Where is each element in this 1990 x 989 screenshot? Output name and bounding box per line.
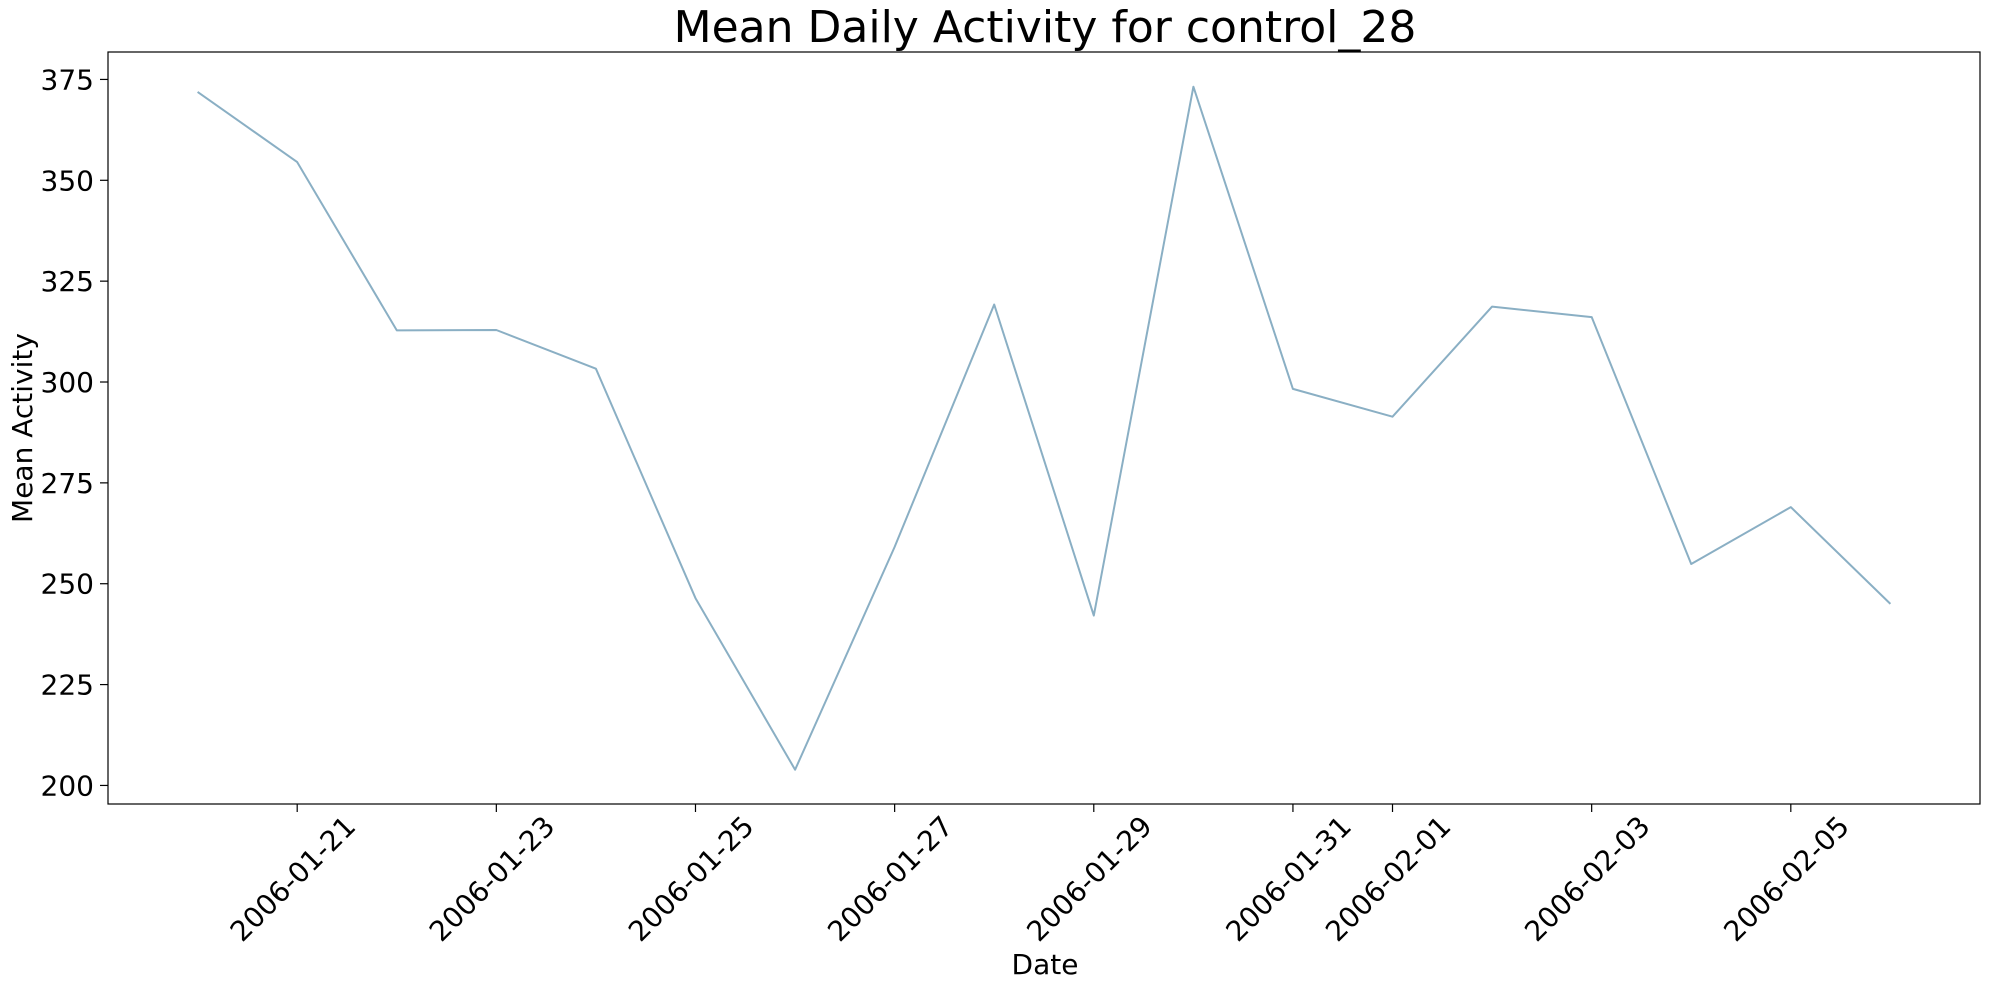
plot-area: 200 225 250 275 300 325 350 375 2006-01-21 2006-0… [41, 63, 1892, 948]
x-tick-label: 2006-01-21 [224, 810, 362, 948]
y-tick-label: 375 [41, 63, 94, 96]
plot-frame [107, 51, 1981, 805]
x-tick-label: 2006-02-03 [1518, 810, 1656, 948]
x-tick-label: 2006-01-25 [622, 810, 760, 948]
y-tick-label: 225 [41, 669, 94, 702]
x-tick-label: 2006-01-27 [821, 810, 959, 948]
x-axis-label: Date [1012, 948, 1079, 981]
y-axis-label: Mean Activity [6, 333, 39, 523]
chart-title: Mean Daily Activity for control_28 [674, 2, 1417, 53]
y-tick-label: 275 [41, 467, 94, 500]
y-tick-label: 350 [41, 164, 94, 197]
y-tick-label: 250 [41, 568, 94, 601]
y-tick-label: 325 [41, 265, 94, 298]
x-tick-label: 2006-02-05 [1717, 810, 1855, 948]
y-tick-label: 200 [41, 769, 94, 802]
x-tick-label: 2006-01-29 [1020, 810, 1158, 948]
x-tick-label: 2006-01-23 [423, 810, 561, 948]
y-tick-label: 300 [41, 366, 94, 399]
series-line [197, 85, 1892, 771]
